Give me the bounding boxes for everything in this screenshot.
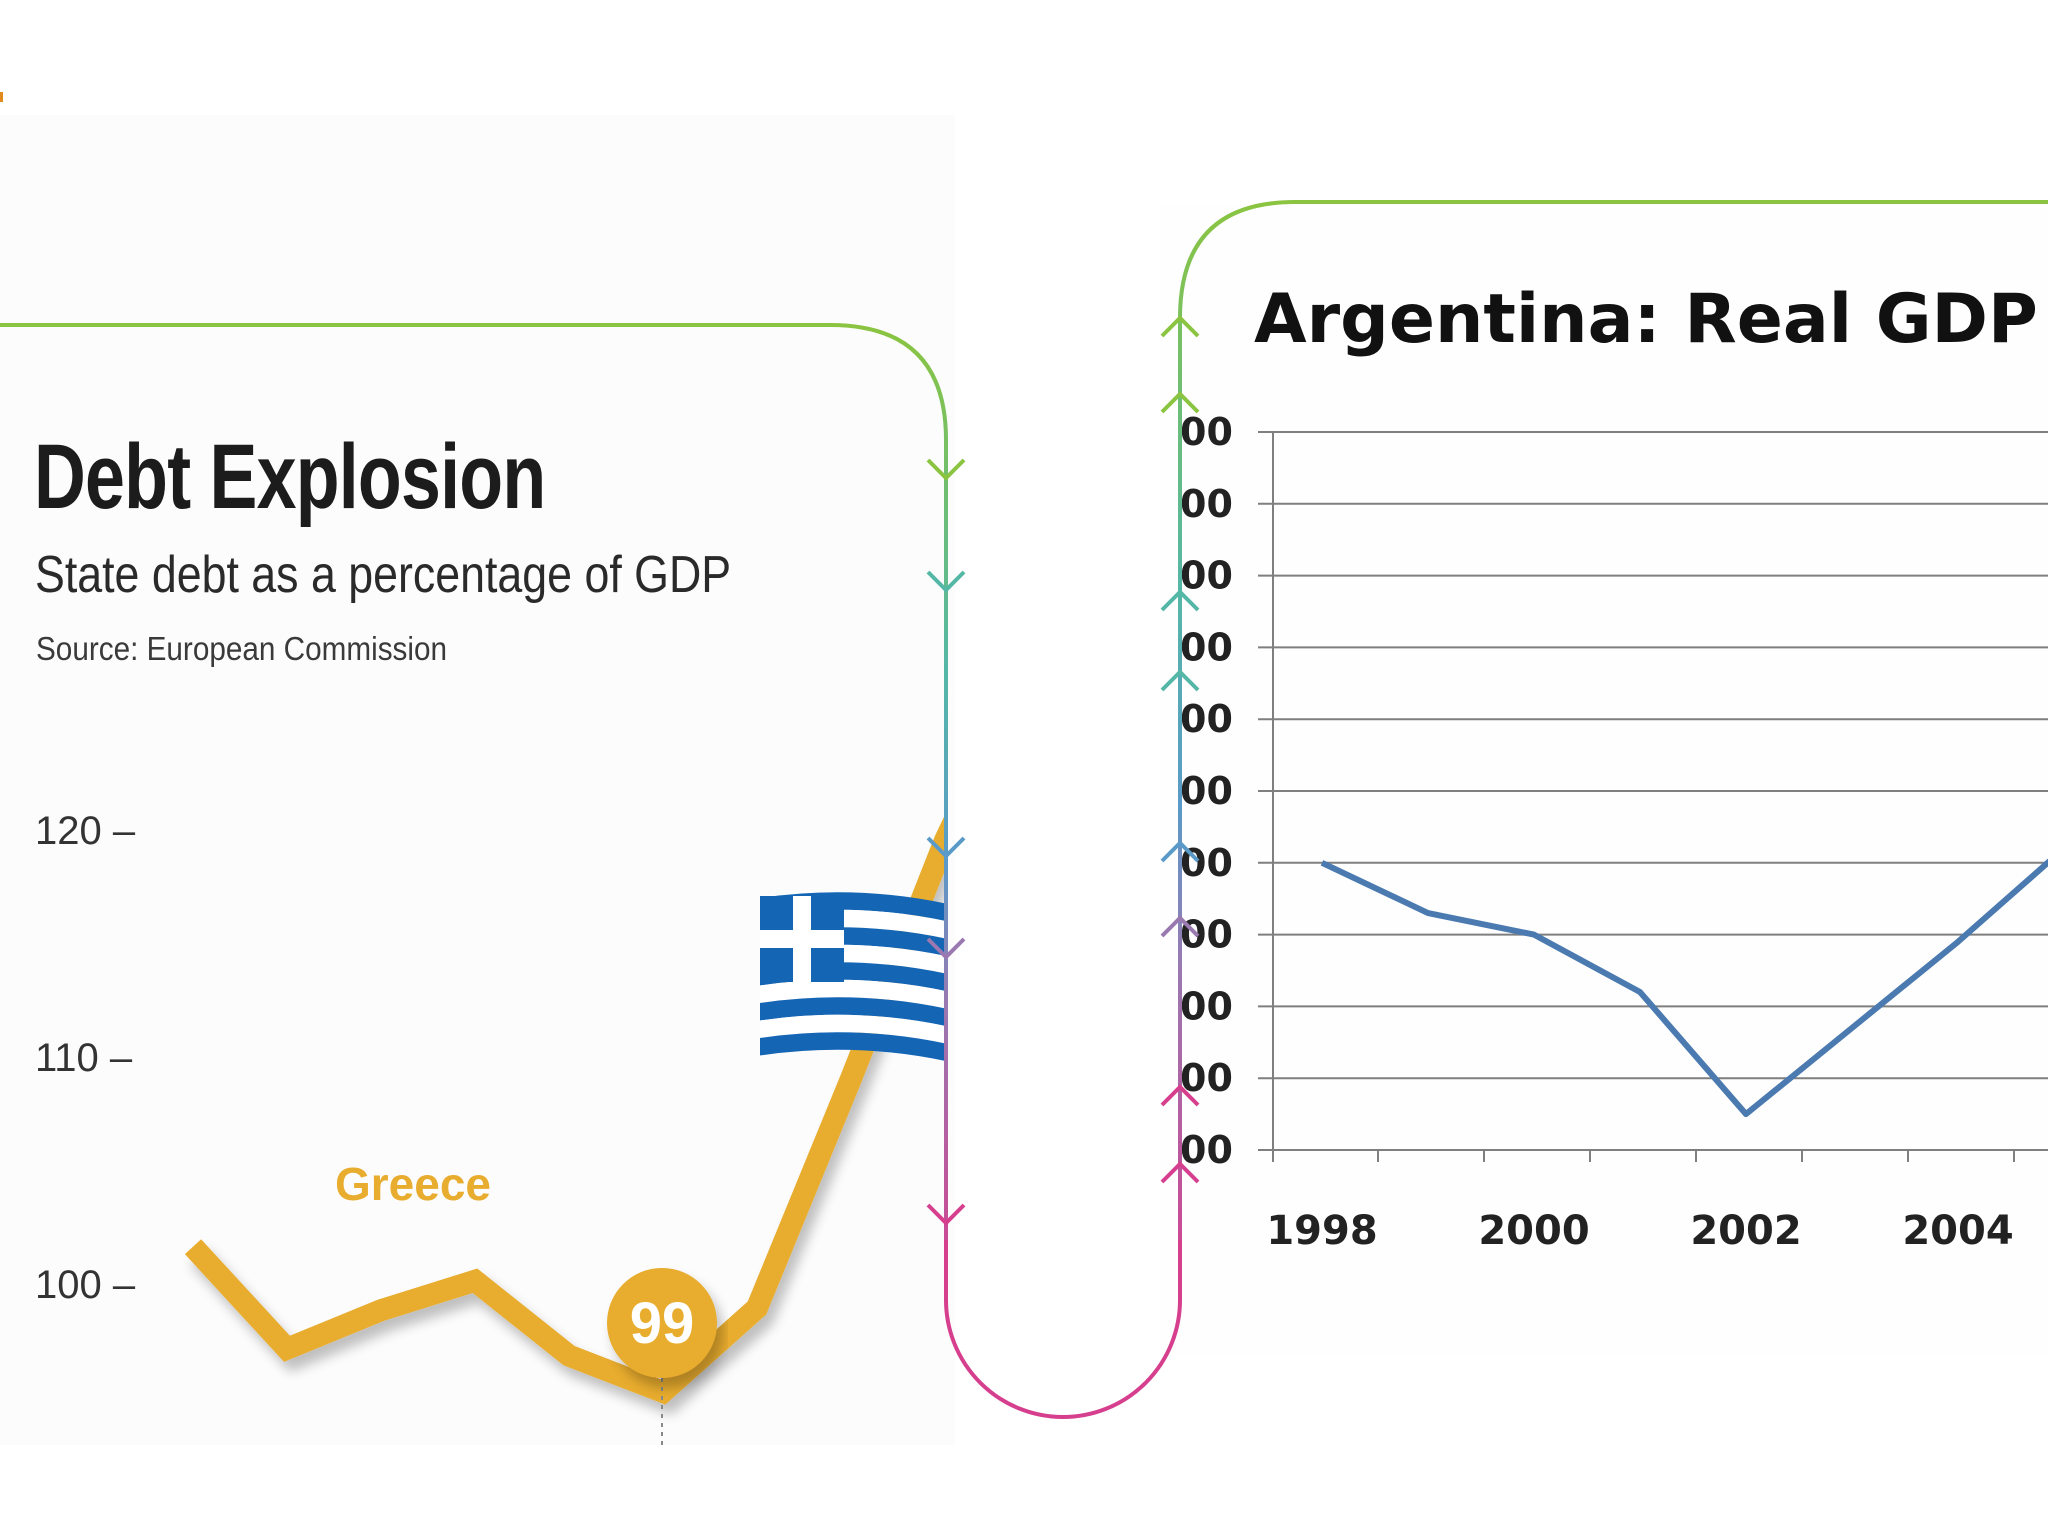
y-tick-label: 00 <box>1180 625 1233 669</box>
connector-loop <box>944 1240 1182 1419</box>
flag-stripe <box>760 1032 948 1062</box>
flag-stripe <box>760 997 948 1027</box>
orange-corner-mark <box>0 92 3 102</box>
up-arrow-icon <box>1160 315 1200 338</box>
x-tick-label: 2002 <box>1690 1208 1801 1254</box>
y-tick-label: 00 <box>1180 1056 1233 1100</box>
y-tick-label: 00 <box>1180 1128 1233 1172</box>
greece-flag-icon <box>760 892 948 1062</box>
up-arrow-icon <box>1160 915 1200 938</box>
argentina-chart-background <box>1160 205 2048 1355</box>
flag-stripe <box>760 1014 948 1044</box>
highlight-label: 99 <box>630 1291 695 1356</box>
x-tick-label: 1998 <box>1266 1208 1377 1254</box>
up-arrow-icon <box>1160 391 1200 414</box>
y-tick-label: 00 <box>1180 697 1233 741</box>
down-arrow-icon <box>926 937 966 960</box>
greece-chart-subtitle: State debt as a percentage of GDP <box>35 546 732 604</box>
up-arrow-icon <box>1160 1084 1200 1107</box>
y-tick-label: 00 <box>1180 984 1233 1028</box>
down-arrow-icon <box>926 1203 966 1226</box>
connector-right <box>1178 200 2048 1300</box>
y-tick-label: 00 <box>1180 841 1233 885</box>
greece-chart: 120 – 110 – 100 – Greece 99 <box>35 808 948 1445</box>
y-tick-label: 100 – <box>35 1263 136 1307</box>
argentina-chart: 00 00 00 00 00 00 00 00 00 00 00 1998 2000 2002 2004 <box>1180 410 2048 1254</box>
argentina-series-line <box>1320 858 2048 1118</box>
argentina-series-group <box>1320 858 2048 1118</box>
highlight-marker <box>607 1267 717 1378</box>
y-tick-label: 00 <box>1180 410 1233 454</box>
connector-left <box>0 323 948 1300</box>
down-arrow-icon <box>926 570 966 593</box>
up-arrow-icon <box>1160 1161 1200 1184</box>
flag-cross-horizontal <box>760 930 844 948</box>
x-tick-label: 2000 <box>1478 1208 1589 1254</box>
greece-series-label: Greece <box>335 1158 491 1210</box>
greece-chart-title: Debt Explosion <box>34 426 546 528</box>
y-tick-label: 110 – <box>35 1036 133 1080</box>
flag-stripe <box>760 979 948 1009</box>
up-arrow-icon <box>1160 840 1200 863</box>
y-tick-label: 00 <box>1180 769 1233 813</box>
y-tick-label: 00 <box>1180 913 1233 957</box>
y-tick-label: 120 – <box>35 809 136 853</box>
up-arrow-icon <box>1160 589 1200 612</box>
down-arrow-icon <box>926 836 966 859</box>
connector-lines <box>0 200 2048 1419</box>
down-arrow-icon <box>926 458 966 481</box>
greece-chart-source: Source: European Commission <box>36 630 448 667</box>
y-tick-label: 00 <box>1180 482 1233 526</box>
x-tick-label: 2004 <box>1902 1208 2013 1254</box>
argentina-chart-title: Argentina: Real GDP p <box>1254 280 2048 359</box>
up-arrow-icon <box>1160 669 1200 692</box>
y-tick-label: 00 <box>1180 554 1233 598</box>
